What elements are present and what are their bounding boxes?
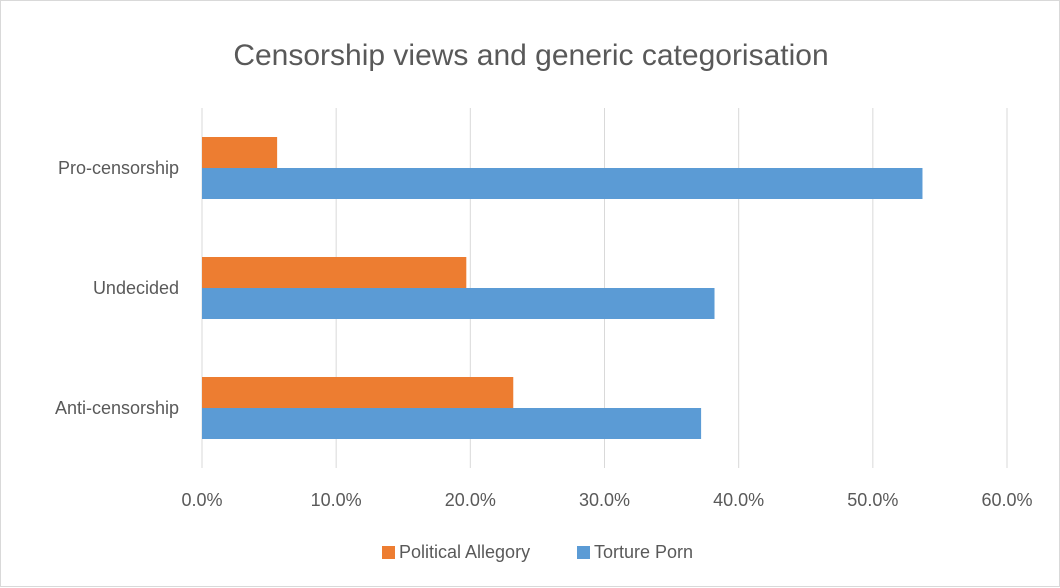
- x-tick-label: 10.0%: [311, 490, 362, 510]
- chart-title: Censorship views and generic categorisat…: [233, 39, 828, 72]
- legend-label-torture-porn: Torture Porn: [594, 542, 693, 562]
- x-tick-label: 30.0%: [579, 490, 630, 510]
- x-tick-labels: 0.0% 10.0% 20.0% 30.0% 40.0% 50.0% 60.0%: [181, 490, 1032, 510]
- legend: Political Allegory Torture Porn: [382, 542, 693, 562]
- bar-torture-porn-anti-censorship: [202, 408, 702, 439]
- bar-torture-porn-pro-censorship: [202, 168, 923, 199]
- category-label: Anti-censorship: [55, 398, 179, 418]
- category-labels: Pro-censorship Undecided Anti-censorship: [55, 158, 179, 418]
- x-tick-label: 40.0%: [713, 490, 764, 510]
- x-tick-label: 0.0%: [181, 490, 222, 510]
- bar-political-allegory-anti-censorship: [202, 377, 514, 408]
- legend-swatch-political-allegory: [382, 546, 395, 559]
- bar-political-allegory-pro-censorship: [202, 137, 278, 168]
- category-label: Undecided: [93, 278, 179, 298]
- legend-swatch-torture-porn: [577, 546, 590, 559]
- bars: [202, 137, 923, 439]
- bar-torture-porn-undecided: [202, 288, 715, 319]
- x-tick-label: 20.0%: [445, 490, 496, 510]
- bar-political-allegory-undecided: [202, 257, 467, 288]
- x-tick-label: 50.0%: [847, 490, 898, 510]
- category-label: Pro-censorship: [58, 158, 179, 178]
- x-tick-label: 60.0%: [981, 490, 1032, 510]
- legend-label-political-allegory: Political Allegory: [399, 542, 530, 562]
